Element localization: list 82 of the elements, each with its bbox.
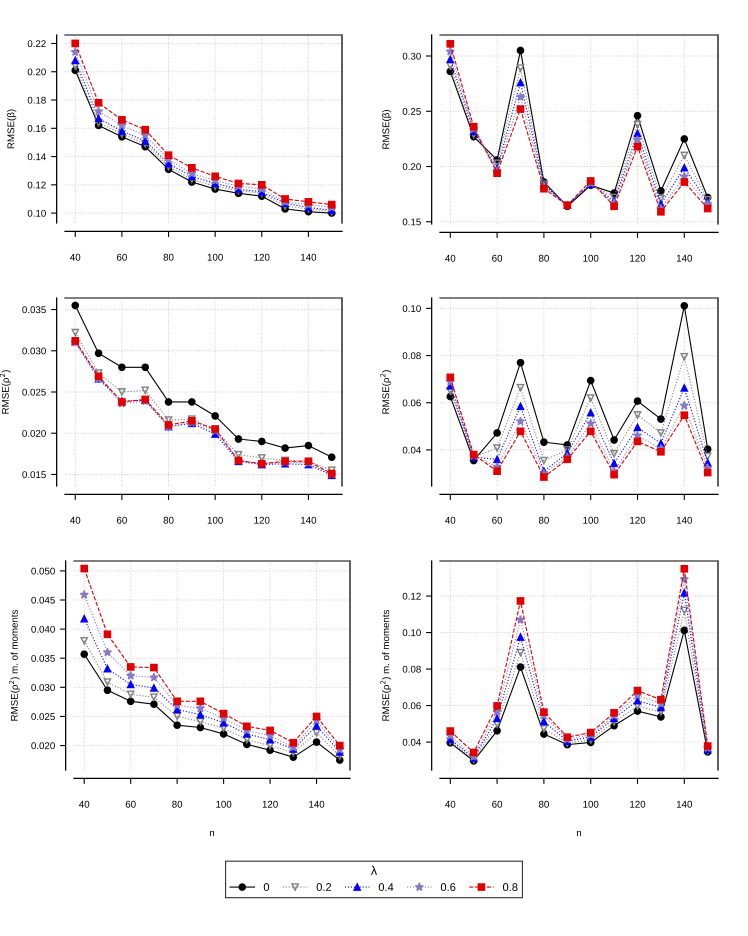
y-tick-label: 0.10	[402, 629, 421, 636]
x-tick-label: 120	[630, 254, 646, 262]
legend-label: 0.4	[378, 883, 394, 892]
y-tick-label: 0.18	[28, 96, 46, 104]
x-tick-label: 60	[116, 254, 127, 261]
y-tick-label: 0.25	[402, 108, 421, 115]
y-axis-title: RMSE(ρ$^{2}$)	[380, 370, 392, 414]
x-tick-label: 140	[676, 800, 692, 808]
y-tick-label: 0.10	[28, 210, 46, 217]
y-tick-label: 0.20	[402, 163, 421, 170]
y-tick-label: 0.12	[402, 592, 421, 600]
y-tick-label: 0.030	[22, 348, 46, 354]
y-tick-label: 0.025	[31, 713, 55, 720]
y-tick-label: 0.015	[22, 471, 46, 478]
x-tick-label: 80	[164, 254, 174, 261]
y-tick-label: 0.050	[31, 568, 55, 575]
legend-title: λ	[370, 866, 378, 875]
x-tick-label: 80	[164, 516, 174, 524]
y-tick-label: 0.30	[402, 52, 421, 60]
y-tick-label: 0.030	[31, 684, 55, 691]
y-axis-title: RMSE(β)	[7, 110, 16, 148]
legend-label: 0.6	[440, 883, 456, 892]
y-tick-label: 0.06	[402, 702, 421, 710]
y-tick-label: 0.22	[28, 40, 46, 48]
y-tick-label: 0.08	[402, 666, 421, 673]
x-tick-label: 100	[216, 800, 232, 808]
y-tick-label: 0.04	[402, 738, 421, 746]
x-tick-label: 140	[676, 516, 692, 524]
x-tick-label: 80	[538, 800, 549, 808]
x-tick-label: 60	[492, 800, 502, 808]
x-axis-title: n	[576, 830, 582, 836]
legend-label: 0.8	[502, 883, 518, 892]
y-tick-label: 0.14	[28, 153, 46, 160]
x-tick-label: 100	[583, 800, 598, 808]
y-tick-label: 0.025	[22, 388, 46, 396]
y-tick-label: 0.20	[28, 68, 46, 76]
x-tick-label: 60	[126, 800, 136, 808]
x-tick-label: 80	[538, 254, 549, 262]
x-tick-label: 100	[208, 516, 223, 524]
x-tick-label: 120	[630, 516, 646, 524]
y-axis-title: RMSE(ρ$^{2}$)	[0, 370, 11, 414]
x-tick-label: 40	[79, 800, 90, 808]
legend-label: 0.2	[316, 883, 332, 892]
x-tick-label: 60	[116, 516, 127, 524]
y-tick-label: 0.035	[22, 306, 46, 314]
x-tick-label: 100	[583, 254, 598, 262]
x-tick-label: 80	[172, 800, 182, 808]
y-tick-label: 0.040	[31, 626, 55, 633]
y-tick-label: 0.12	[28, 182, 46, 188]
x-tick-label: 120	[262, 800, 278, 808]
y-tick-label: 0.035	[31, 654, 55, 662]
y-axis-title: RMSE(ρ$^{2}$) m. of moments	[8, 610, 20, 721]
y-tick-label: 0.06	[402, 399, 421, 406]
x-tick-label: 140	[301, 516, 316, 524]
y-axis-title: RMSE(ρ$^{2}$) m. of moments	[380, 610, 392, 721]
x-tick-label: 140	[676, 254, 692, 262]
x-tick-label: 140	[301, 254, 316, 261]
x-tick-label: 100	[208, 254, 223, 261]
x-tick-label: 40	[445, 254, 456, 262]
y-tick-label: 0.020	[31, 742, 55, 750]
y-tick-label: 0.020	[22, 430, 46, 437]
x-tick-label: 40	[70, 254, 80, 261]
y-tick-label: 0.10	[402, 305, 421, 312]
x-tick-label: 40	[445, 800, 456, 808]
x-tick-label: 100	[583, 516, 598, 524]
x-tick-label: 80	[538, 516, 549, 524]
y-tick-label: 0.15	[402, 218, 421, 226]
x-tick-label: 140	[309, 800, 324, 808]
x-tick-label: 60	[492, 516, 502, 524]
y-axis-title: RMSE(β)	[382, 110, 392, 149]
y-tick-label: 0.04	[402, 446, 421, 454]
y-tick-label: 0.045	[31, 596, 55, 604]
x-tick-label: 40	[70, 516, 80, 524]
legend-label: 0	[264, 883, 270, 892]
x-axis-title: n	[210, 830, 214, 836]
x-tick-label: 120	[254, 254, 270, 261]
x-tick-label: 40	[445, 516, 456, 524]
x-tick-label: 120	[254, 516, 270, 524]
x-tick-label: 60	[492, 254, 502, 262]
y-tick-label: 0.08	[402, 352, 421, 360]
x-tick-label: 120	[630, 800, 646, 808]
y-tick-label: 0.16	[28, 125, 46, 132]
